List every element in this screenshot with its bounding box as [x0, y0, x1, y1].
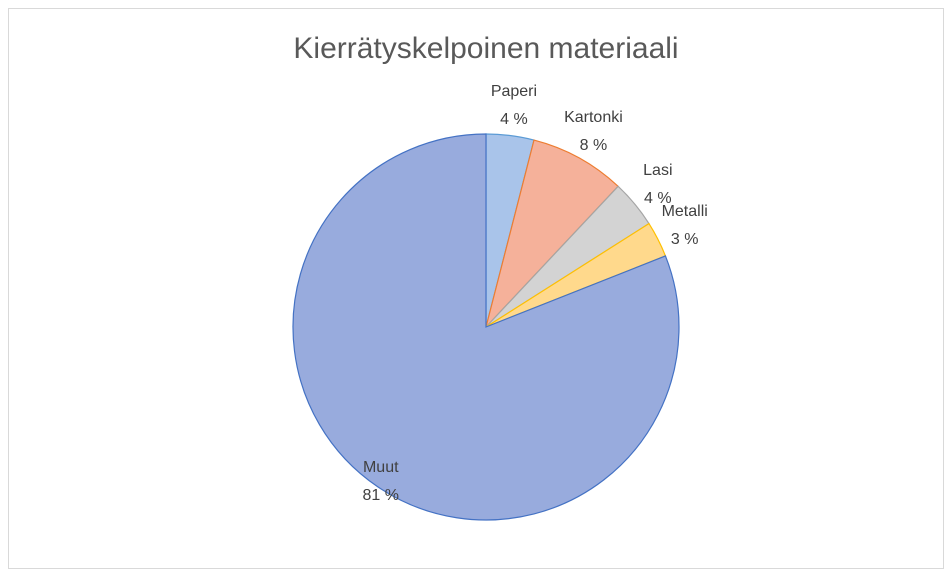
pie-slice [292, 133, 680, 521]
slice-label: Muut [363, 459, 399, 476]
slice-value-label: 4 % [644, 190, 672, 207]
chart-title: Kierrätyskelpoinen materiaali [293, 32, 678, 65]
pie-slice [485, 139, 619, 328]
slice-value-label: 3 % [671, 231, 699, 248]
slice-label: Metalli [662, 203, 708, 220]
slice-label: Paperi [491, 83, 537, 100]
slice-value-label: 4 % [500, 111, 528, 128]
slice-label: Kartonki [564, 109, 623, 126]
slice-value-label: 8 % [580, 137, 608, 154]
slice-label: Lasi [643, 162, 672, 179]
slice-value-label: 81 % [363, 487, 399, 504]
